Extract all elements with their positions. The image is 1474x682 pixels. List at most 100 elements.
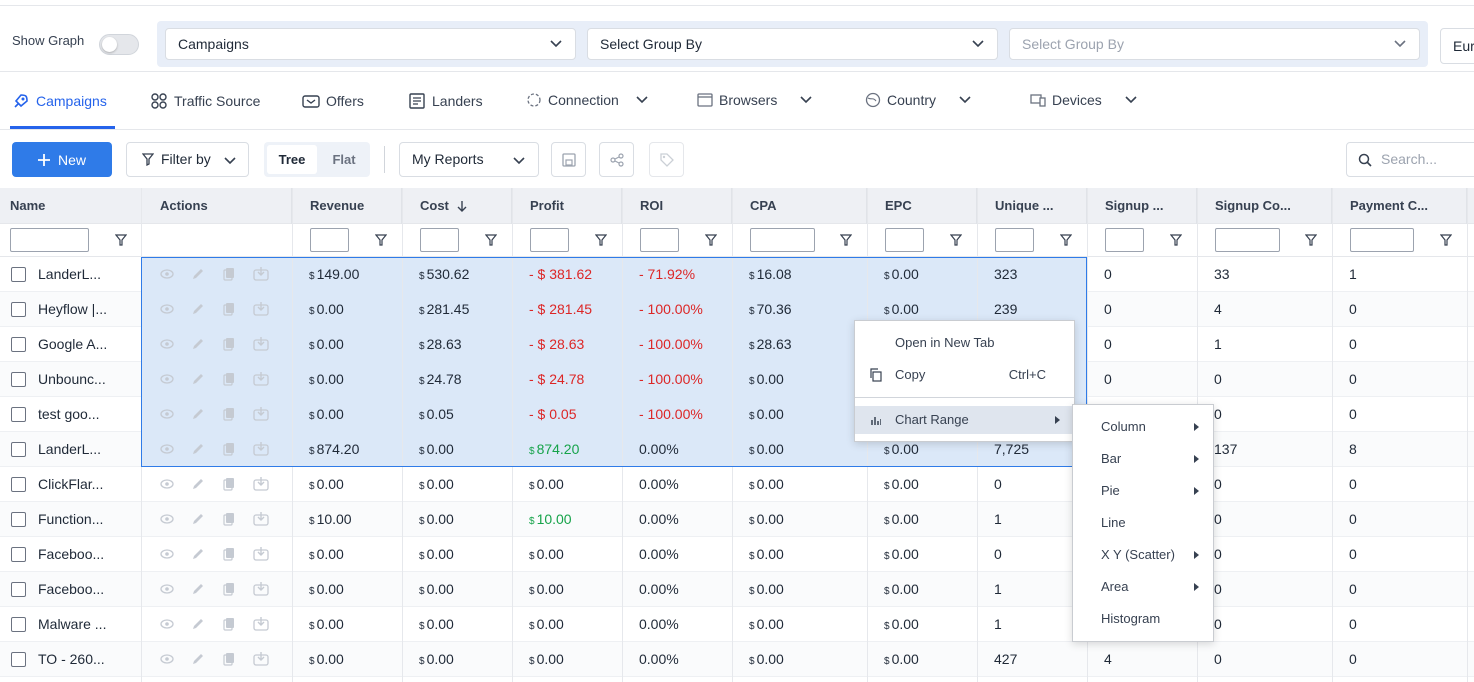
eye-icon[interactable] (160, 547, 174, 561)
cell-payment[interactable]: 0 (1339, 537, 1464, 572)
tab-connection[interactable]: Connection (526, 92, 649, 108)
download-icon[interactable] (253, 617, 269, 631)
tab-traffic-source[interactable]: Traffic Source (150, 92, 260, 110)
share-button[interactable] (599, 142, 634, 177)
duplicate-icon[interactable] (222, 617, 236, 631)
column-filter-input[interactable] (10, 228, 89, 252)
eye-icon[interactable] (160, 617, 174, 631)
column-filter-input[interactable] (640, 228, 679, 252)
row-checkbox[interactable] (11, 267, 26, 282)
cell-unique[interactable]: 1 (984, 572, 1084, 607)
tag-button[interactable] (649, 142, 684, 177)
column-filter-input[interactable] (885, 228, 924, 252)
chart-type-histogram[interactable]: Histogram (1073, 605, 1213, 633)
download-icon[interactable] (253, 407, 269, 421)
col-header-cost[interactable]: Cost (402, 188, 512, 224)
cell-profit[interactable]: - $ 281.45 (519, 292, 619, 327)
cell-revenue[interactable]: $0.00 (299, 607, 399, 642)
cell-unique[interactable]: 0 (984, 537, 1084, 572)
edit-icon[interactable] (191, 547, 205, 561)
cell-revenue[interactable]: $0.00 (299, 467, 399, 502)
download-icon[interactable] (253, 512, 269, 526)
cell-signup-co[interactable]: 137 (1204, 432, 1329, 467)
cell-signup-co[interactable]: 0 (1204, 642, 1329, 677)
column-filter-input[interactable] (1215, 228, 1280, 252)
row-name[interactable]: Unbounc... (38, 371, 106, 387)
filter-icon[interactable] (1170, 234, 1182, 246)
filter-icon[interactable] (1060, 234, 1072, 246)
column-filter-input[interactable] (310, 228, 349, 252)
cell-cpa[interactable]: $0.00 (739, 572, 864, 607)
filter-icon[interactable] (1440, 234, 1452, 246)
cell-unique[interactable]: 239 (984, 292, 1084, 327)
cell-roi[interactable]: - 100.00% (629, 292, 729, 327)
table-row[interactable]: Google A... $0.00 $28.63- $ 28.63- 100.00%… (0, 327, 1474, 362)
tab-campaigns[interactable]: Campaigns (12, 92, 107, 110)
cell-cost[interactable]: $24.78 (409, 362, 509, 397)
table-row[interactable]: ClickFlar... $0.00 $0.00 $0.00 0.00% $0.00 $0.… (0, 467, 1474, 502)
cell-epc[interactable]: $0.00 (874, 257, 974, 292)
cell-profit[interactable]: - $ 28.63 (519, 327, 619, 362)
cell-profit[interactable]: $0.00 (519, 642, 619, 677)
cell-roi[interactable]: - 100.00% (629, 397, 729, 432)
duplicate-icon[interactable] (222, 582, 236, 596)
filter-icon[interactable] (485, 234, 497, 246)
cell-roi[interactable]: 0.00% (629, 537, 729, 572)
col-header-revenue[interactable]: Revenue (292, 188, 402, 224)
cell-epc[interactable]: $0.00 (874, 572, 974, 607)
cell-profit[interactable]: $10.00 (519, 502, 619, 537)
tab-landers[interactable]: Landers (408, 92, 483, 110)
row-name[interactable]: TO - 260... (38, 651, 105, 667)
duplicate-icon[interactable] (222, 477, 236, 491)
duplicate-icon[interactable] (222, 407, 236, 421)
cell-cost[interactable]: $0.00 (409, 502, 509, 537)
cell-profit[interactable]: $874.20 (519, 432, 619, 467)
table-row[interactable]: Faceboo... $0.00 $0.00 $0.00 0.00% $0.00 $0.00… (0, 572, 1474, 607)
cell-payment[interactable]: 0 (1339, 327, 1464, 362)
row-name[interactable]: Heyflow |... (38, 301, 107, 317)
download-icon[interactable] (253, 477, 269, 491)
cell-cpa[interactable]: $0.00 (739, 502, 864, 537)
edit-icon[interactable] (191, 652, 205, 666)
cell-unique[interactable]: 323 (984, 257, 1084, 292)
cell-signup-co[interactable]: 33 (1204, 257, 1329, 292)
cell-roi[interactable]: - 100.00% (629, 362, 729, 397)
download-icon[interactable] (253, 372, 269, 386)
cell-cpa[interactable]: $70.36 (739, 292, 864, 327)
row-checkbox[interactable] (11, 407, 26, 422)
col-header-actions[interactable]: Actions (142, 188, 292, 224)
cell-epc[interactable]: $0.00 (874, 502, 974, 537)
cell-payment[interactable]: 8 (1339, 432, 1464, 467)
row-checkbox[interactable] (11, 652, 26, 667)
eye-icon[interactable] (160, 512, 174, 526)
copy-item[interactable]: Copy Ctrl+C (855, 361, 1074, 389)
cell-cpa[interactable]: $0.00 (739, 467, 864, 502)
duplicate-icon[interactable] (222, 267, 236, 281)
cell-cpa[interactable]: $0.00 (739, 397, 864, 432)
cell-unique[interactable]: 427 (984, 642, 1084, 677)
edit-icon[interactable] (191, 582, 205, 596)
cell-signup[interactable]: 0 (1094, 292, 1194, 327)
currency-select[interactable]: Eur (1440, 28, 1474, 64)
duplicate-icon[interactable] (222, 442, 236, 456)
chevron-down-icon[interactable] (635, 94, 649, 106)
filter-icon[interactable] (840, 234, 852, 246)
col-header-epc[interactable]: EPC (867, 188, 977, 224)
edit-icon[interactable] (191, 617, 205, 631)
eye-icon[interactable] (160, 372, 174, 386)
chart-type-x-y-scatter[interactable]: X Y (Scatter) (1073, 541, 1213, 569)
row-name[interactable]: Malware ... (38, 616, 107, 632)
cell-epc[interactable]: $0.00 (874, 607, 974, 642)
chevron-down-icon[interactable] (1124, 94, 1138, 106)
cell-profit[interactable]: $0.00 (519, 572, 619, 607)
col-header-unique[interactable]: Unique ... (977, 188, 1087, 224)
row-checkbox[interactable] (11, 337, 26, 352)
duplicate-icon[interactable] (222, 337, 236, 351)
cell-signup-co[interactable]: 0 (1204, 467, 1329, 502)
eye-icon[interactable] (160, 442, 174, 456)
eye-icon[interactable] (160, 582, 174, 596)
table-row[interactable]: Unbounc... $0.00 $24.78- $ 24.78- 100.00% $… (0, 362, 1474, 397)
table-row[interactable]: LanderL... $874.20 $0.00 $874.20 0.00% $0.00 $… (0, 432, 1474, 467)
cell-signup[interactable]: 0 (1094, 257, 1194, 292)
cell-payment[interactable]: 0 (1339, 642, 1464, 677)
